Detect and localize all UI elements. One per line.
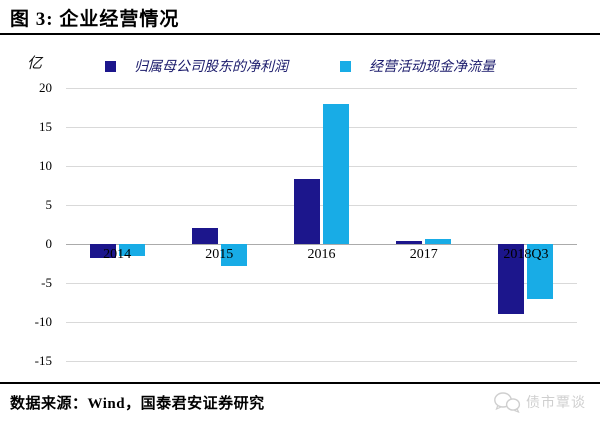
y-axis-tick-label: 0 [45, 236, 53, 251]
x-axis-zero-line [66, 244, 577, 245]
y-axis-tick-label: 5 [45, 197, 53, 212]
x-axis-category-label: 2017 [409, 247, 438, 262]
legend-swatch-net-profit [105, 60, 116, 72]
y-axis-tick-label: 15 [39, 119, 52, 134]
bar-series0-2018Q3 [498, 244, 525, 315]
gridline [66, 127, 577, 128]
y-axis-tick-label: -15 [34, 353, 52, 368]
x-axis-category-label: 2018Q3 [503, 247, 549, 262]
bar-series1-2014 [118, 244, 145, 256]
bar-series0-2015 [191, 227, 218, 244]
chart-legend: 归属母公司股东的净利润 经营活动现金净流量 [0, 56, 600, 76]
gridline [66, 322, 577, 323]
gridline [66, 88, 577, 89]
gridline [66, 166, 577, 167]
y-axis-unit-label: 亿 [27, 56, 43, 72]
bar-series0-2016 [294, 179, 320, 244]
watermark: 债市覃谈 [493, 391, 586, 413]
gridline [66, 205, 577, 206]
bar-series1-2017 [425, 238, 452, 244]
y-axis-tick-label: -5 [41, 275, 52, 290]
figure-title: 图 3: 企业经营情况 [10, 9, 180, 30]
footer-divider [0, 382, 600, 384]
x-axis-category-label: 2016 [307, 247, 336, 262]
y-axis-tick-label: 20 [39, 80, 52, 95]
x-axis-category-label: 2015 [205, 247, 234, 262]
bar-series1-2018Q3 [527, 244, 554, 299]
gridline [66, 361, 577, 362]
watermark-label: 债市覃谈 [526, 396, 586, 411]
bar-series1-2016 [323, 103, 349, 244]
chat-bubbles-icon [494, 392, 521, 413]
bar-series0-2017 [396, 240, 423, 244]
y-axis-tick-label: -10 [34, 314, 52, 329]
title-divider [0, 33, 600, 35]
legend-item-cash-flow: 经营活动现金净流量 [340, 56, 495, 76]
bar-series0-2014 [89, 244, 116, 259]
bar-chart-plot-area: 20 15 10 5 0 -5 -10 -15 2014 2015 2016 2017 2018Q3 [35, 80, 577, 368]
y-axis-tick-label: 10 [39, 158, 52, 173]
legend-item-net-profit: 归属母公司股东的净利润 [105, 56, 288, 76]
x-axis-category-label: 2014 [103, 247, 132, 262]
data-source: 数据来源：Wind，国泰君安证券研究 [10, 396, 265, 412]
legend-label-cash-flow: 经营活动现金净流量 [369, 60, 495, 75]
legend-swatch-cash-flow [340, 60, 351, 72]
bar-series1-2015 [220, 244, 247, 266]
gridline [66, 283, 577, 284]
legend-label-net-profit: 归属母公司股东的净利润 [134, 60, 288, 75]
